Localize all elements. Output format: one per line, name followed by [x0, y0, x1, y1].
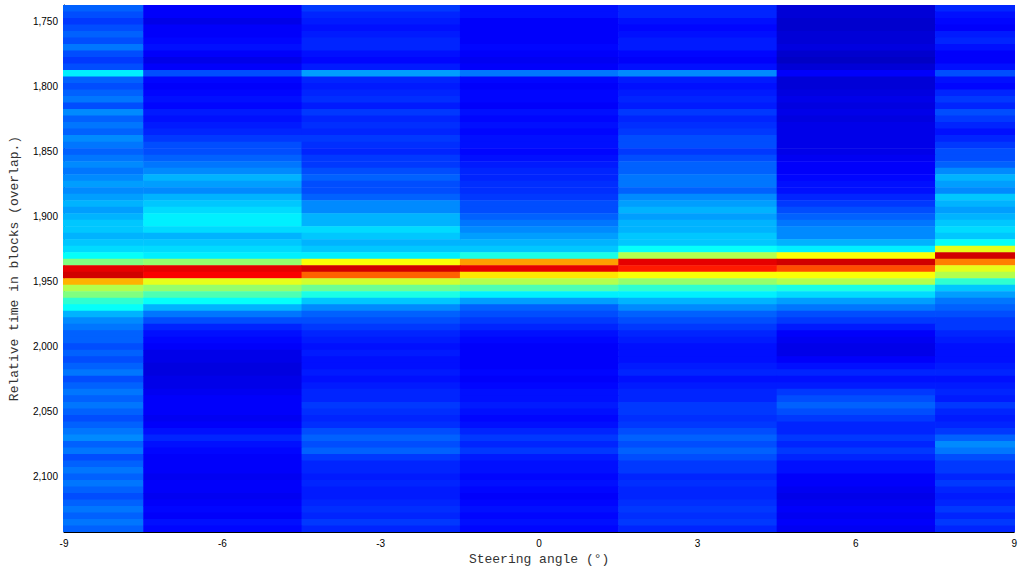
- svg-text:1,900: 1,900: [33, 211, 58, 222]
- svg-text:1,750: 1,750: [33, 16, 58, 27]
- svg-text:1,950: 1,950: [33, 276, 58, 287]
- svg-text:0: 0: [536, 538, 542, 549]
- svg-text:2,050: 2,050: [33, 406, 58, 417]
- svg-text:-3: -3: [376, 538, 385, 549]
- svg-text:2,100: 2,100: [33, 471, 58, 482]
- svg-text:1,850: 1,850: [33, 146, 58, 157]
- svg-text:-6: -6: [218, 538, 227, 549]
- svg-text:6: 6: [853, 538, 859, 549]
- svg-text:Steering angle (°): Steering angle (°): [469, 552, 609, 567]
- svg-text:2,000: 2,000: [33, 341, 58, 352]
- svg-text:Relative time in blocks (overl: Relative time in blocks (overlap.): [7, 136, 22, 401]
- svg-text:3: 3: [695, 538, 701, 549]
- svg-text:-9: -9: [60, 538, 69, 549]
- svg-text:9: 9: [1011, 538, 1017, 549]
- svg-text:1,800: 1,800: [33, 81, 58, 92]
